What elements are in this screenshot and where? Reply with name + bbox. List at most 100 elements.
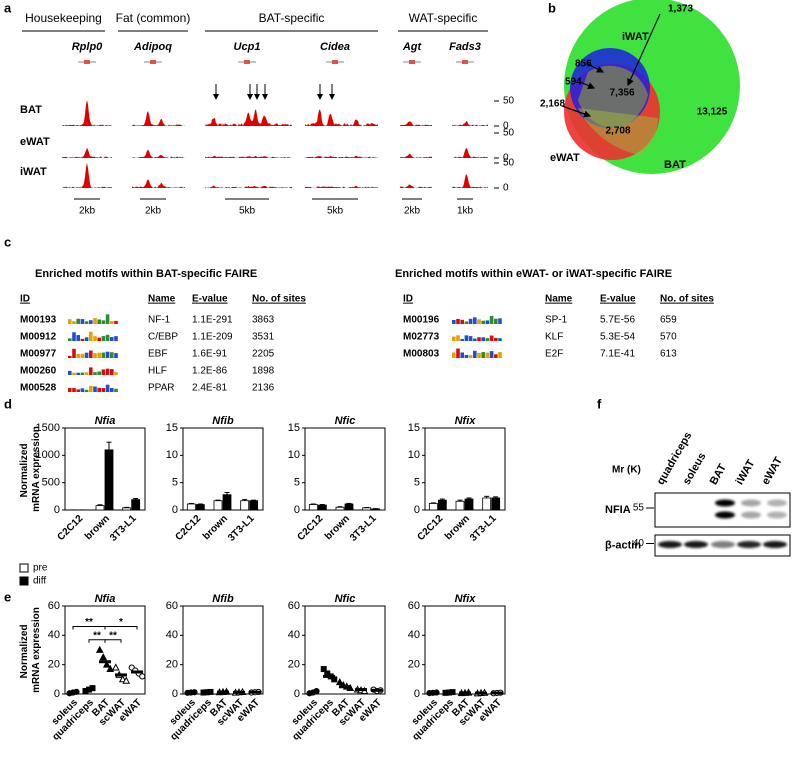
motif-logo (481, 352, 485, 358)
legend-label: pre (33, 563, 48, 574)
table-cell: 1898 (252, 366, 275, 377)
motif-logo (89, 350, 93, 358)
gene-name: Cidea (320, 41, 350, 53)
motif-logo (68, 370, 72, 375)
band (684, 541, 708, 548)
motif-logo (114, 320, 118, 324)
blot-band (658, 541, 682, 548)
bar (464, 498, 474, 511)
y-tick-label: 5 (414, 477, 420, 489)
table-cell: 570 (660, 332, 677, 343)
motif-logo (68, 338, 72, 341)
motif-logo (498, 318, 502, 324)
bar (362, 507, 372, 511)
lane-label: soleus (681, 451, 709, 487)
motif-logo (452, 320, 456, 324)
gene-exon (462, 60, 468, 64)
motif-logo (468, 355, 473, 358)
motif-logo (76, 353, 80, 358)
signal-track (305, 109, 378, 126)
data-point (320, 666, 327, 673)
bar (186, 503, 196, 511)
gene-exon (332, 60, 338, 64)
y-tick-label: 0 (54, 504, 60, 516)
data-point (122, 676, 131, 684)
mw-marker: 55 (633, 503, 645, 514)
set-label: BAT (664, 159, 686, 171)
motif-logo (105, 351, 110, 358)
y-tick-label: 0 (172, 504, 178, 516)
x-tick-label: brown (201, 513, 230, 542)
motif-logo (452, 352, 456, 358)
motif-logo (494, 337, 498, 341)
sig-bracket (104, 639, 122, 643)
blot-label: NFIA (605, 504, 631, 516)
scale-bar-label: 2kb (404, 206, 421, 217)
y-tick-label: 60 (408, 600, 420, 612)
motif-logo (84, 389, 89, 392)
data-point (111, 663, 120, 671)
motif-logo (498, 338, 502, 341)
column-header: Name (545, 294, 573, 305)
motif-logo (93, 318, 97, 324)
motif-logo (456, 348, 460, 358)
scale-tick-label: 50 (503, 96, 515, 107)
gene-name: Adipoq (133, 41, 172, 53)
table-cell: 659 (660, 315, 677, 326)
motif-logo (97, 319, 101, 324)
gene-name: Rplp0 (72, 41, 103, 53)
motif-logo (97, 337, 101, 341)
motif-logo (97, 352, 101, 358)
scale-tick-label: 0 (503, 183, 509, 194)
bar (122, 507, 132, 511)
y-tick-label: 40 (166, 629, 178, 641)
signal-track (400, 153, 432, 158)
blot-band (767, 499, 787, 519)
table-cell: 7.1E-41 (600, 349, 635, 360)
scale-bar-label: 5kb (327, 206, 344, 217)
mr-label: Mr (K) (612, 465, 641, 476)
region-count: 856 (575, 59, 592, 70)
x-tick-label: brown (323, 513, 352, 542)
region-count: 13,125 (697, 107, 728, 118)
motif-logo (68, 387, 72, 392)
panel-label: b (548, 0, 556, 15)
x-tick-label: C2C12 (416, 513, 446, 543)
motif-logo (101, 369, 106, 375)
blot-label: β-actin (605, 539, 641, 551)
y-tick-label: 15 (408, 422, 420, 434)
motif-logo (456, 318, 460, 324)
y-tick-label: 0 (294, 688, 300, 700)
group-header: Housekeeping (25, 11, 102, 25)
column-header: Name (148, 294, 176, 305)
motif-logo (80, 372, 85, 375)
set-label: eWAT (550, 152, 580, 164)
band (737, 541, 761, 548)
group-header: WAT-specific (409, 11, 478, 25)
column-header: E-value (192, 294, 228, 305)
bar (335, 506, 345, 511)
motif-logo (80, 388, 85, 392)
y-tick-label: 20 (288, 659, 300, 671)
scale-tick-label: 0 (503, 121, 509, 132)
table-cell: EBF (148, 349, 167, 360)
motif-logo (485, 338, 490, 341)
signal-track (205, 109, 292, 126)
column-header: ID (20, 294, 30, 305)
x-tick-label: 3T3-L1 (108, 513, 139, 544)
signal-track (452, 174, 488, 188)
plot-frame (182, 605, 264, 695)
bar (195, 504, 205, 511)
motif-logo (93, 336, 97, 341)
table-cell: M00196 (403, 315, 440, 326)
band (767, 499, 787, 507)
y-tick-label: 5 (294, 477, 300, 489)
motif-logo (477, 319, 481, 324)
motif-logo (468, 318, 473, 324)
y-tick-label: 40 (408, 629, 420, 641)
column-header: No. of sites (252, 294, 306, 305)
plot-frame (304, 427, 386, 511)
scale-bar-label: 5kb (239, 206, 256, 217)
bar (240, 500, 250, 511)
